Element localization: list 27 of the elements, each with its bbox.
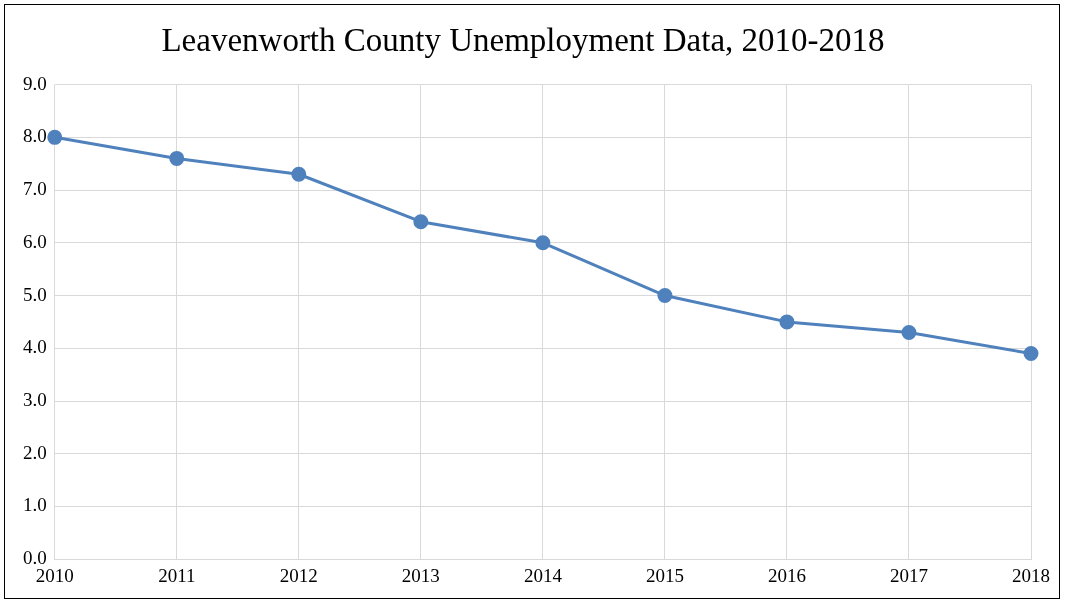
point — [657, 288, 673, 304]
y-tick-label: 3.0 — [23, 388, 47, 410]
point — [535, 235, 551, 251]
point — [169, 150, 185, 166]
y-tick-label: 4.0 — [23, 336, 47, 358]
x-tick-label: 2018 — [1012, 564, 1050, 586]
point — [779, 314, 795, 330]
point — [47, 129, 63, 145]
point — [1023, 346, 1039, 362]
y-tick-label: 8.0 — [23, 125, 47, 147]
x-tick-label: 2016 — [767, 564, 806, 586]
point — [291, 166, 307, 182]
x-tick-label: 2014 — [523, 564, 563, 586]
y-tick-label: 2.0 — [23, 441, 47, 463]
x-tick-label: 2012 — [279, 564, 318, 586]
point — [901, 324, 917, 340]
x-tick-label: 2013 — [401, 564, 440, 586]
y-tick-label: 9.0 — [23, 72, 47, 94]
y-tick-label: 5.0 — [23, 283, 47, 305]
y-tick-label: 6.0 — [23, 230, 47, 252]
x-tick-label: 2017 — [889, 564, 928, 586]
x-tick-label: 2015 — [645, 564, 684, 586]
chart-title: Leavenworth County Unemployment Data, 2010-2018 — [161, 22, 885, 59]
y-tick-label: 7.0 — [23, 178, 47, 200]
y-tick-label: 1.0 — [23, 494, 47, 516]
point — [413, 214, 429, 230]
x-tick-label: 2011 — [158, 564, 196, 586]
